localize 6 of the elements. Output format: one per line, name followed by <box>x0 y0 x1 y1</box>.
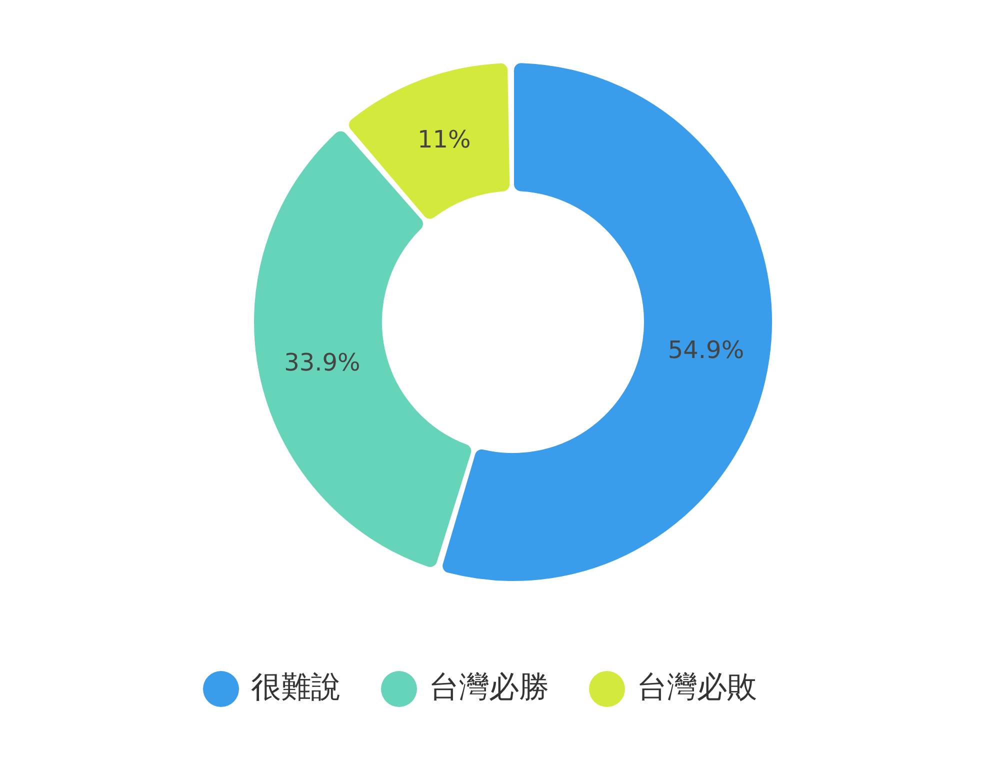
data-label: 54.9% <box>668 336 744 364</box>
data-label: 11% <box>417 126 471 154</box>
legend-label: 很難說 <box>251 670 341 705</box>
legend-label: 台灣必勝 <box>429 670 549 705</box>
legend-label: 台灣必敗 <box>637 670 757 705</box>
data-label: 33.9% <box>284 348 360 376</box>
